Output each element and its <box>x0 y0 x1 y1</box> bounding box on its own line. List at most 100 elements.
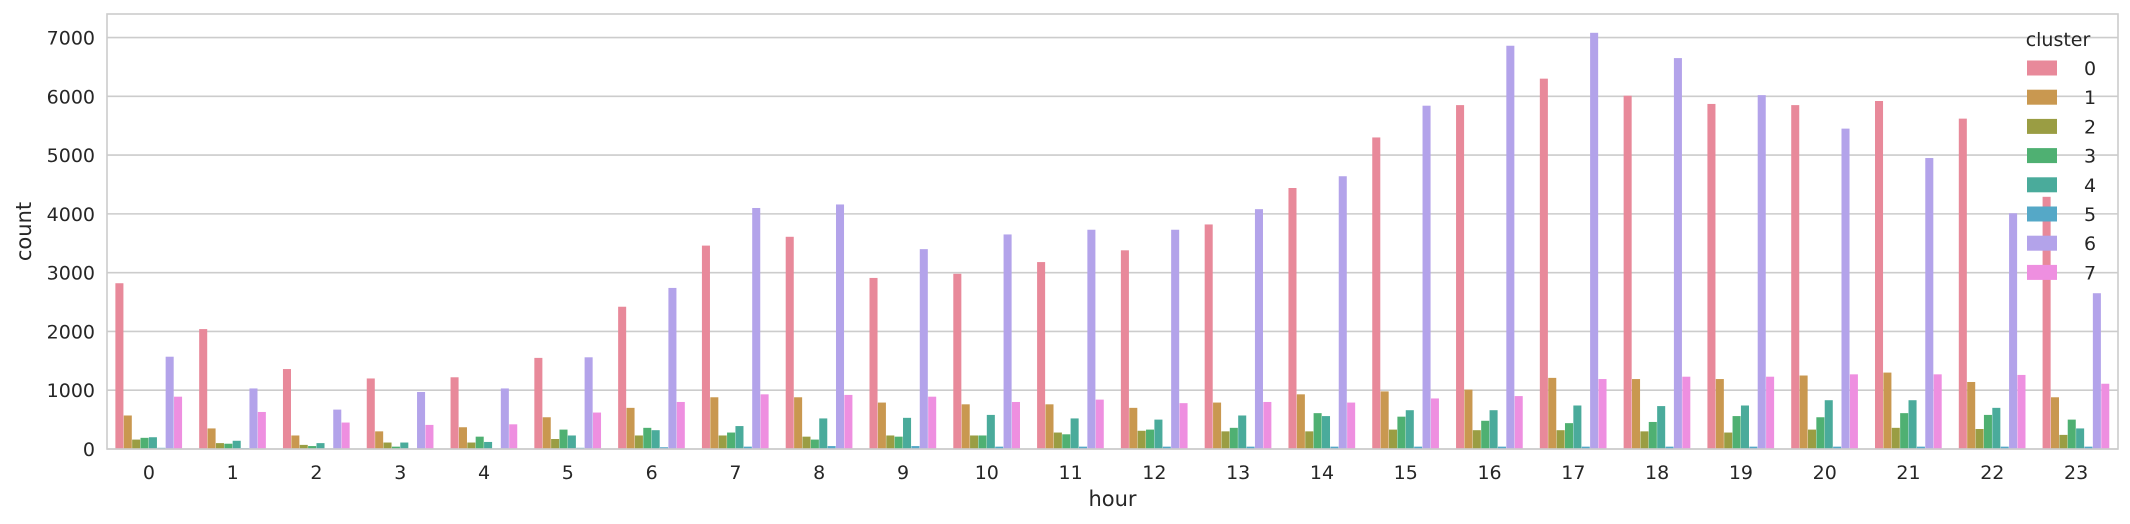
bar-cluster-7 <box>1933 374 1942 449</box>
bar-cluster-6 <box>835 204 845 449</box>
bar-cluster-7 <box>1430 398 1439 449</box>
bar-cluster-4 <box>1908 400 1917 449</box>
bar-cluster-5 <box>1414 446 1423 449</box>
x-tick-label: 18 <box>1645 462 1669 484</box>
x-tick-label: 7 <box>729 462 741 484</box>
bar-cluster-0 <box>785 236 794 449</box>
bar-cluster-3 <box>1313 413 1322 449</box>
x-tick-label: 20 <box>1813 462 1837 484</box>
bar-cluster-6 <box>1254 209 1263 449</box>
bar-cluster-5 <box>827 446 836 449</box>
legend-label-5: 5 <box>2084 204 2096 226</box>
bar-cluster-2 <box>2059 434 2068 449</box>
bar-cluster-4 <box>232 440 241 449</box>
bar-cluster-7 <box>760 394 769 449</box>
bar-cluster-0 <box>1288 188 1297 449</box>
bar-cluster-2 <box>1472 430 1481 449</box>
bar-cluster-5 <box>1330 446 1339 449</box>
bar-cluster-6 <box>919 249 928 449</box>
x-tick-label: 0 <box>143 462 155 484</box>
bar-cluster-4 <box>1321 416 1331 449</box>
legend-label-2: 2 <box>2084 116 2096 138</box>
bar-cluster-7 <box>174 396 183 449</box>
bar-cluster-2 <box>634 435 643 449</box>
bar-cluster-3 <box>1983 414 1992 449</box>
bar-cluster-7 <box>928 396 937 449</box>
bar-cluster-0 <box>1875 101 1884 449</box>
bar-cluster-0 <box>534 357 543 449</box>
bar-cluster-4 <box>1070 418 1079 449</box>
legend-swatch-1 <box>2027 89 2057 105</box>
bar-cluster-5 <box>1916 446 1925 449</box>
bar-cluster-4 <box>1992 407 2001 449</box>
bar-cluster-7 <box>676 401 685 449</box>
x-tick-label: 12 <box>1142 462 1166 484</box>
bar-cluster-1 <box>1632 379 1641 449</box>
x-tick-label: 8 <box>813 462 825 484</box>
x-tick-label: 9 <box>897 462 909 484</box>
legend-title: cluster <box>2026 29 2091 51</box>
x-tick-label: 2 <box>310 462 322 484</box>
bar-cluster-4 <box>1489 410 1498 449</box>
bar-cluster-5 <box>2084 446 2093 449</box>
bar-cluster-6 <box>165 356 174 449</box>
legend-swatch-4 <box>2027 177 2057 193</box>
bar-cluster-0 <box>953 273 962 449</box>
bar-cluster-4 <box>986 414 995 449</box>
grid-lines <box>107 36 2118 450</box>
bar-cluster-0 <box>366 378 375 449</box>
x-tick-label: 13 <box>1226 462 1250 484</box>
bar-cluster-4 <box>484 441 493 449</box>
bar-cluster-7 <box>592 412 602 449</box>
bar-cluster-1 <box>794 397 803 449</box>
legend-swatch-7 <box>2027 264 2057 280</box>
bar-cluster-3 <box>140 437 149 449</box>
bar-cluster-2 <box>1807 429 1817 449</box>
bar-cluster-3 <box>643 427 652 449</box>
x-tick-label: 11 <box>1059 462 1083 484</box>
y-tick-label: 3000 <box>47 263 95 285</box>
bar-cluster-1 <box>1045 404 1054 449</box>
bar-cluster-4 <box>316 443 325 449</box>
bar-cluster-0 <box>1120 250 1129 449</box>
bar-cluster-0 <box>2042 196 2051 449</box>
x-tick-label: 6 <box>646 462 658 484</box>
bar-cluster-0 <box>1204 224 1213 449</box>
bar-cluster-7 <box>1263 401 1272 449</box>
bar-cluster-0 <box>869 277 878 449</box>
bar-cluster-5 <box>743 446 752 449</box>
bar-cluster-5 <box>1665 446 1674 449</box>
bar-cluster-2 <box>467 442 476 449</box>
y-tick-label: 1000 <box>47 380 95 402</box>
bar-cluster-3 <box>1648 421 1657 449</box>
y-tick-label: 7000 <box>47 28 95 50</box>
y-axis-label: count <box>12 202 36 261</box>
y-tick-label: 6000 <box>47 86 95 108</box>
bar-cluster-4 <box>819 418 828 449</box>
bar-cluster-3 <box>894 436 903 449</box>
plot-frame <box>106 13 2119 450</box>
bar-cluster-3 <box>1229 427 1238 449</box>
bar-cluster-2 <box>299 444 308 449</box>
legend-label-3: 3 <box>2084 146 2096 168</box>
bar-cluster-7 <box>257 411 266 449</box>
bar-cluster-3 <box>1564 423 1574 449</box>
bar-cluster-1 <box>1715 379 1724 449</box>
bar-cluster-7 <box>844 394 853 449</box>
bar-cluster-1 <box>123 415 132 449</box>
bar-cluster-2 <box>1724 432 1733 449</box>
bar-cluster-6 <box>1003 234 1012 449</box>
bar-cluster-7 <box>1682 376 1691 449</box>
bar-cluster-7 <box>2017 374 2026 449</box>
y-tick-label: 0 <box>83 439 95 461</box>
bar-cluster-6 <box>333 409 342 449</box>
bar-cluster-2 <box>132 439 141 449</box>
bar-cluster-3 <box>978 435 987 449</box>
bar-cluster-2 <box>1137 430 1146 449</box>
x-tick-label: 4 <box>478 462 490 484</box>
bar-cluster-0 <box>115 283 124 449</box>
bar-cluster-1 <box>626 407 635 449</box>
bar-cluster-7 <box>1011 401 1020 449</box>
bar-cluster-7 <box>2101 383 2110 449</box>
bar-cluster-0 <box>1623 95 1632 450</box>
